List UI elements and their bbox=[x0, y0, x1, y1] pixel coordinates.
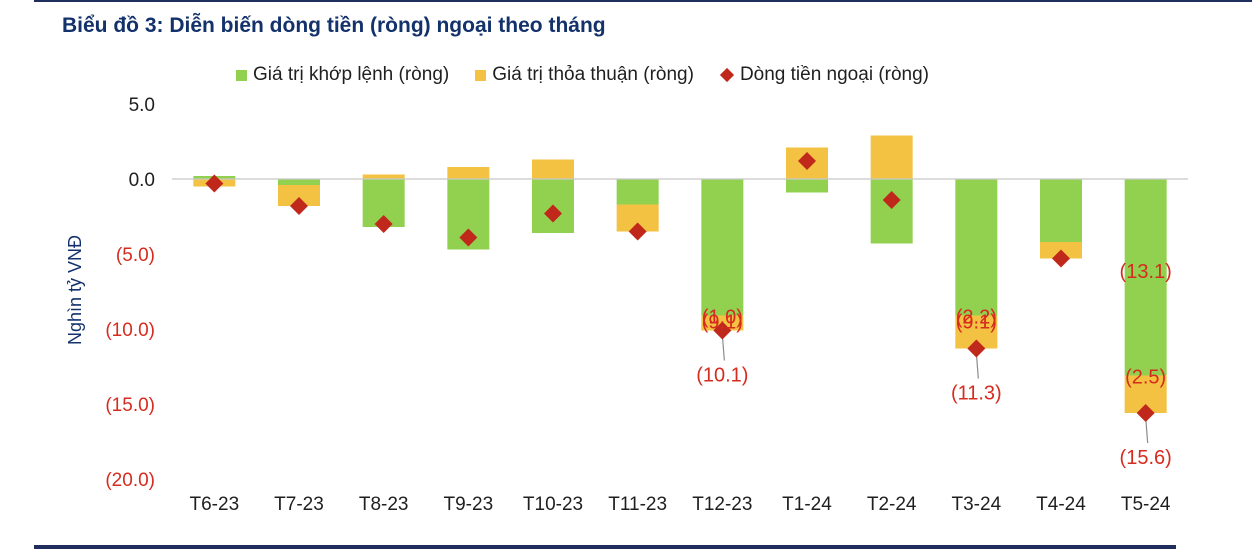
net-flow-marker-t10-23 bbox=[544, 204, 562, 223]
bars bbox=[193, 135, 1167, 413]
x-tick-label: T12-23 bbox=[692, 494, 752, 515]
bar-matched-t12-23 bbox=[701, 179, 744, 316]
leader-lines bbox=[721, 334, 1149, 444]
net-flow-marker-t11-23 bbox=[628, 222, 647, 241]
y-tick-label: (15.0) bbox=[105, 395, 155, 416]
x-tick-label: T5-24 bbox=[1121, 494, 1171, 515]
data-label: (9.1) bbox=[956, 312, 997, 334]
legend-label-negotiated: Giá trị thỏa thuận (ròng) bbox=[492, 64, 694, 85]
data-label: (10.1) bbox=[696, 365, 748, 387]
x-tick-label: T2-24 bbox=[867, 494, 917, 515]
y-tick-label: (10.0) bbox=[105, 320, 155, 341]
net-flow-markers bbox=[205, 152, 1155, 422]
net-flow-marker-t2-24 bbox=[882, 191, 901, 209]
bar-negotiated-t8-23 bbox=[362, 174, 405, 179]
bar-negotiated-t9-23 bbox=[447, 167, 490, 179]
x-axis-ticks: T6-23 T7-23 T8-23 T9-23 T10-23 T11-23 T12-23 T1… bbox=[190, 494, 1171, 515]
x-tick-label: T8-23 bbox=[359, 494, 409, 515]
data-label: (15.6) bbox=[1120, 447, 1172, 469]
bar-matched-t2-24 bbox=[870, 179, 913, 244]
bar-matched-t4-24 bbox=[1040, 179, 1082, 242]
net-flow-marker-t12-23 bbox=[713, 321, 732, 340]
y-tick-label: 0.0 bbox=[129, 170, 155, 191]
x-tick-label: T6-23 bbox=[190, 494, 240, 515]
x-tick-label: T1-24 bbox=[782, 494, 832, 515]
legend: Giá trị khớp lệnh (ròng) Giá trị thỏa th… bbox=[236, 63, 955, 87]
x-tick-label: T11-23 bbox=[608, 494, 667, 515]
legend-swatch-matched bbox=[236, 69, 247, 81]
bottom-rule bbox=[34, 545, 1176, 549]
x-tick-label: T9-23 bbox=[444, 494, 494, 515]
bar-matched-t7-23 bbox=[278, 179, 320, 185]
data-label: (13.1) bbox=[1120, 261, 1172, 283]
net-flow-marker-t5-24 bbox=[1136, 404, 1155, 422]
legend-label-net-flow: Dòng tiền ngoại (ròng) bbox=[739, 64, 930, 85]
data-label: (11.3) bbox=[951, 383, 1002, 405]
net-flow-marker-t1-24 bbox=[798, 152, 816, 170]
bar-matched-t11-23 bbox=[616, 179, 659, 205]
legend-item-matched: Giá trị khớp lệnh (ròng) bbox=[236, 64, 449, 86]
net-flow-marker-t3-24 bbox=[967, 339, 986, 358]
y-axis-ticks: 5.0 0.0 (5.0) (10.0) (15.0) (20.0) bbox=[105, 95, 155, 491]
y-tick-label: (5.0) bbox=[116, 245, 155, 266]
net-flow-marker-t7-23 bbox=[290, 197, 308, 215]
x-tick-label: T7-23 bbox=[274, 494, 324, 515]
net-flow-marker-t9-23 bbox=[459, 228, 478, 247]
net-flow-marker-t4-24 bbox=[1052, 249, 1070, 268]
legend-swatch-negotiated bbox=[475, 69, 487, 81]
data-labels: (9.1)(1.0)(10.1)(9.1)(2.2)(11.3)(13.1)(2… bbox=[696, 261, 1172, 469]
data-label: (9.1) bbox=[702, 312, 743, 334]
x-tick-label: T10-23 bbox=[523, 494, 583, 515]
legend-label-matched: Giá trị khớp lệnh (ròng) bbox=[253, 64, 450, 85]
legend-item-negotiated: Giá trị thỏa thuận (ròng) bbox=[475, 64, 694, 86]
bar-negotiated-t10-23 bbox=[532, 159, 574, 179]
bar-negotiated-t7-23 bbox=[278, 185, 320, 206]
chart-title: Biểu đồ 3: Diễn biến dòng tiền (ròng) ng… bbox=[62, 14, 606, 37]
net-flow-marker-t6-23 bbox=[205, 174, 224, 193]
data-label: (2.2) bbox=[956, 307, 997, 329]
bar-negotiated-t2-24 bbox=[870, 135, 913, 179]
x-tick-label: T3-24 bbox=[952, 494, 1002, 515]
data-label: (1.0) bbox=[702, 307, 743, 329]
y-tick-label: (20.0) bbox=[105, 470, 155, 491]
top-rule bbox=[34, 0, 1252, 2]
y-tick-label: 5.0 bbox=[129, 95, 155, 116]
net-flow-marker-t8-23 bbox=[374, 215, 393, 233]
bar-matched-t1-24 bbox=[786, 179, 828, 193]
x-tick-label: T4-24 bbox=[1036, 494, 1086, 515]
y-axis-label: Nghìn tỷ VNĐ bbox=[65, 235, 85, 345]
bar-matched-t3-24 bbox=[955, 179, 998, 316]
data-label: (2.5) bbox=[1125, 367, 1166, 389]
legend-item-net-flow: Dòng tiền ngoại (ròng) bbox=[719, 64, 930, 86]
bar-matched-t5-24 bbox=[1124, 179, 1167, 376]
